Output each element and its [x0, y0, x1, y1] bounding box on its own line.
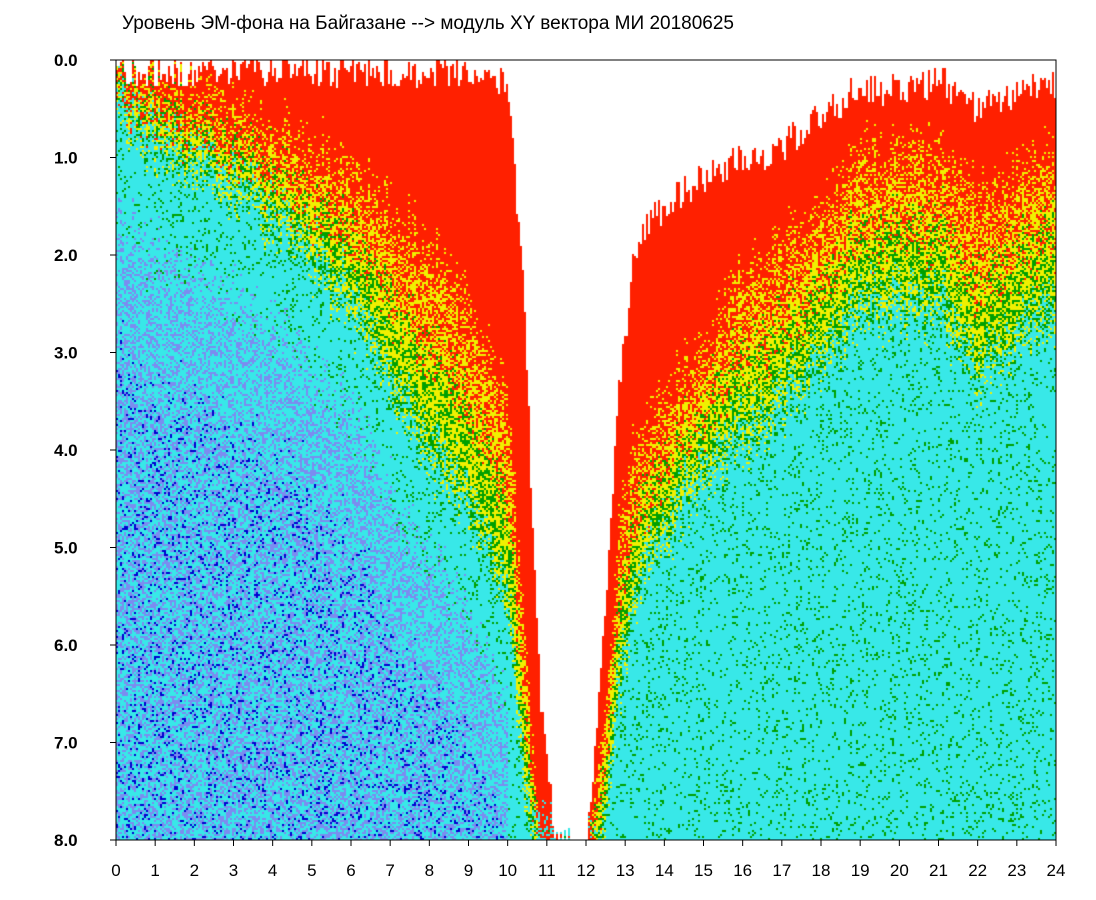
x-tick-label: 8 — [425, 861, 434, 880]
y-tick-label: 4.0 — [54, 441, 78, 460]
y-tick-label: 0.0 — [54, 51, 78, 70]
y-axis: 0.0 1.0 2.0 3.0 4.0 5.0 6.0 7.0 8.0 — [54, 51, 116, 850]
x-tick-label: 23 — [1007, 861, 1026, 880]
y-tick-label: 3.0 — [54, 344, 78, 363]
x-tick-label: 22 — [968, 861, 987, 880]
x-tick-label: 10 — [498, 861, 517, 880]
x-tick-label: 18 — [812, 861, 831, 880]
x-tick-label: 20 — [890, 861, 909, 880]
y-tick-label: 7.0 — [54, 734, 78, 753]
x-tick-label: 12 — [577, 861, 596, 880]
plot-area — [115, 59, 1057, 841]
x-tick-label: 5 — [307, 861, 316, 880]
y-tick-label: 5.0 — [54, 539, 78, 558]
x-tick-label: 17 — [772, 861, 791, 880]
x-tick-label: 1 — [150, 861, 159, 880]
x-tick-label: 24 — [1047, 861, 1066, 880]
x-axis: 0 1 2 3 4 5 6 7 8 9 10 11 12 13 14 15 16 17 18 19 20 21 22 23 24 — [111, 840, 1065, 880]
x-tick-label: 6 — [346, 861, 355, 880]
x-tick-label: 9 — [464, 861, 473, 880]
x-tick-label: 13 — [616, 861, 635, 880]
x-tick-label: 16 — [733, 861, 752, 880]
x-tick-label: 4 — [268, 861, 277, 880]
x-tick-label: 19 — [851, 861, 870, 880]
x-tick-label: 15 — [694, 861, 713, 880]
x-tick-label: 2 — [190, 861, 199, 880]
x-tick-label: 7 — [385, 861, 394, 880]
y-tick-label: 1.0 — [54, 149, 78, 168]
y-tick-label: 8.0 — [54, 831, 78, 850]
y-tick-label: 2.0 — [54, 246, 78, 265]
heatmap-canvas — [116, 60, 1056, 840]
x-tick-label: 3 — [229, 861, 238, 880]
x-tick-label: 14 — [655, 861, 674, 880]
chart-title: Уровень ЭМ-фона на Байгазане --> модуль … — [122, 13, 734, 34]
x-tick-label: 11 — [538, 861, 556, 880]
x-tick-label: 0 — [111, 861, 120, 880]
y-tick-label: 6.0 — [54, 636, 78, 655]
x-tick-label: 21 — [929, 861, 948, 880]
